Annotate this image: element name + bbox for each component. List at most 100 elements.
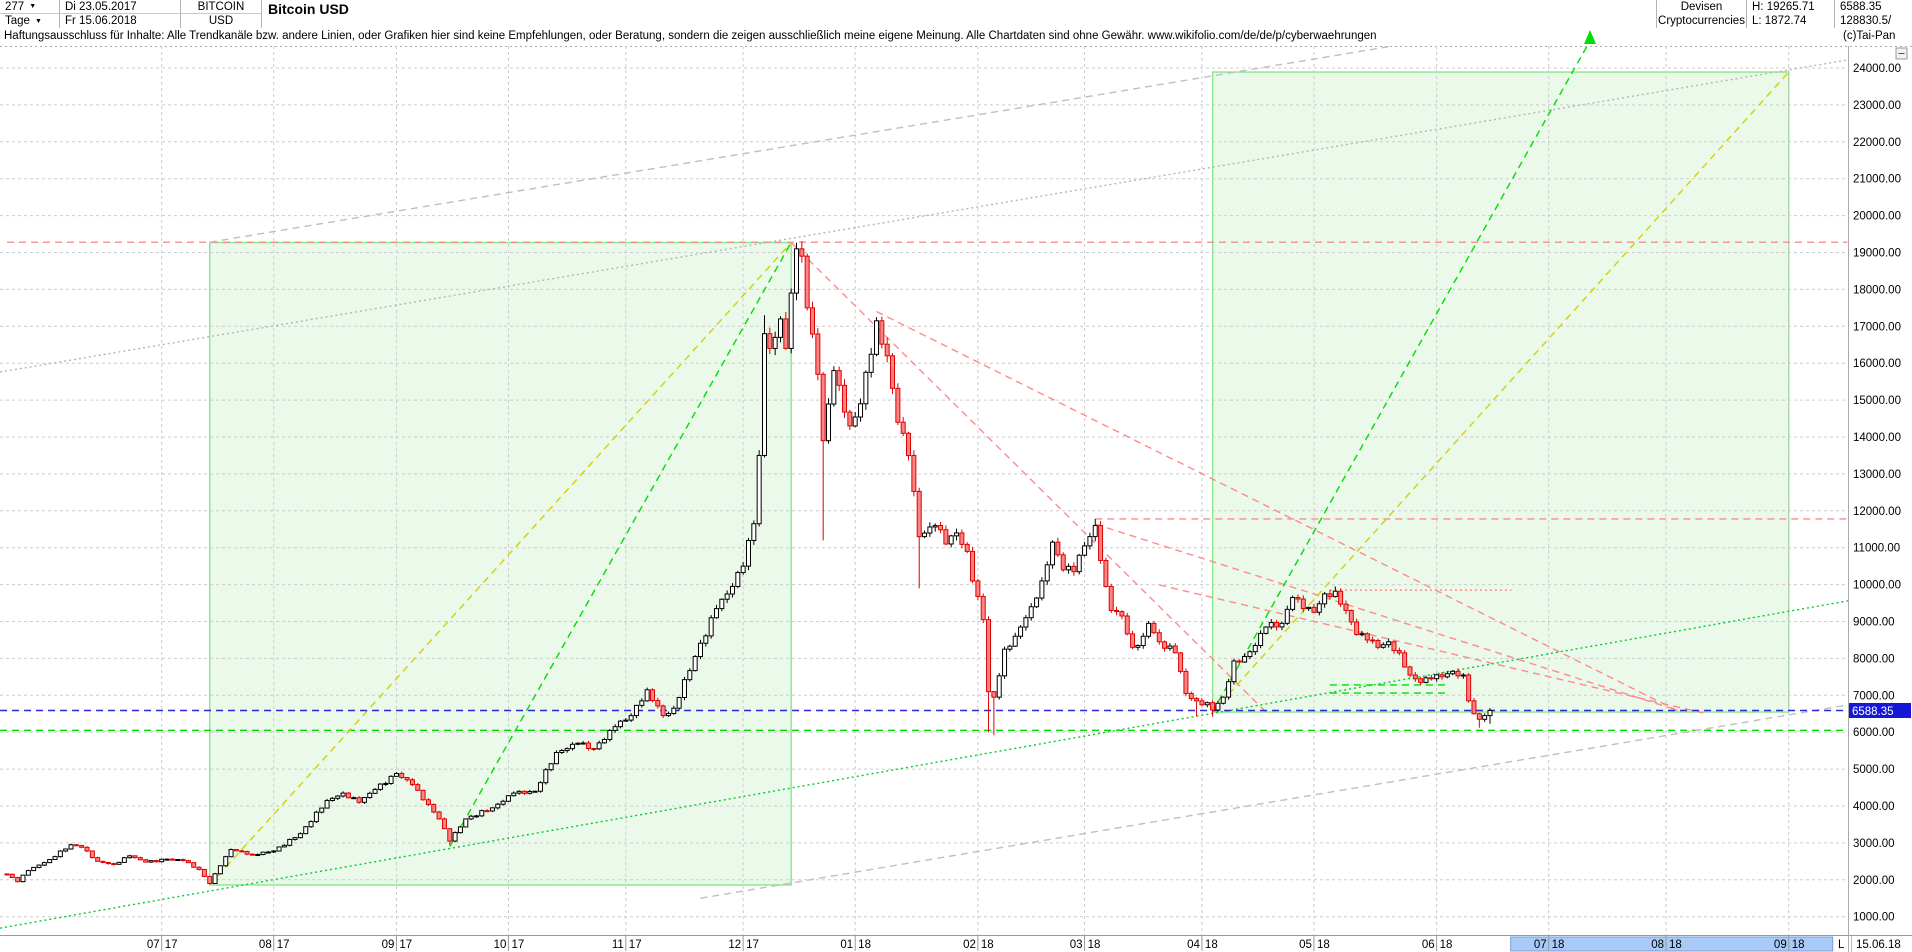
candle-up [671,705,677,715]
candle-up [1034,597,1040,609]
candle-down [1124,612,1130,636]
candle-down [105,862,111,865]
candle-body [735,572,741,587]
candle-up [127,854,133,859]
last-price-value: 6588.35 [1840,1,1882,13]
price-axis-label: 14000.00 [1853,432,1901,444]
candle-up [329,797,335,802]
candle-down [1060,552,1066,572]
candle-up [831,366,837,407]
candle-down [895,383,901,425]
candle-body [25,870,31,876]
candle-up [1263,626,1269,635]
green-arrow-icon [1584,30,1596,44]
candle-up [794,242,800,301]
candle-down [1428,674,1434,681]
price-axis-label: 5000.00 [1853,764,1895,776]
candle-up [612,724,618,733]
candle-up [255,853,261,857]
candle-body [676,696,682,709]
candle-up [1044,561,1050,585]
candle-up [1076,553,1082,575]
candle-body [1114,609,1120,613]
candle-up [505,795,511,803]
bars-count-dropdown[interactable]: 277 ▼ [0,0,60,14]
month-year-label: 18 [1317,939,1330,951]
candle-body [954,532,960,537]
candle-body [260,851,266,856]
candle-body [505,795,511,802]
candle-up [1434,673,1440,682]
candle-body [164,858,170,861]
candle-up [303,826,309,835]
chart-canvas[interactable]: 1000.00 2000.00 3000.00 4000.00 5000.00 6000.… [0,28,1912,952]
month-label: 09 [382,939,395,951]
period-dropdown[interactable]: Tage ▼ [0,14,60,28]
candle-body [633,704,639,717]
candle-body [794,248,800,294]
last-bar-marker: L [1838,939,1845,951]
candle-up [265,851,271,854]
candle-body [393,773,399,777]
candle-body [1252,644,1258,653]
candle-down [1114,606,1120,616]
candle-up [1332,586,1338,598]
candle-body [1354,621,1360,635]
candle-body [9,873,15,879]
candle-down [1055,537,1061,558]
candle-down [1236,659,1242,665]
candle-body [900,421,906,434]
price-axis-label: 1000.00 [1853,912,1895,924]
candle-body [489,807,495,812]
bars-count-value: 277 [5,0,25,13]
candle-up [703,633,709,647]
candle-up [1050,540,1056,569]
candle-body [687,670,693,681]
candle-down [420,789,426,801]
candle-body [740,565,746,574]
candle-down [79,844,85,849]
candle-up [852,412,858,428]
candle-down [879,316,885,349]
candle-down [9,873,15,879]
candle-body [842,384,848,413]
candle-up [116,861,122,865]
date-to-field[interactable]: Fr 15.06.2018 [60,14,181,28]
candle-up [778,316,784,343]
candle-up [361,797,367,804]
candle-down [521,790,527,796]
candle-up [340,791,346,798]
date-from-field[interactable]: Di 23.05.2017 [60,0,181,14]
candle-body [1103,559,1109,587]
candle-up [47,859,53,864]
candle-body [233,849,239,852]
candle-body [991,691,997,698]
page-title: Bitcoin USD [268,1,349,17]
candle-down [1407,665,1413,678]
candle-body [511,792,517,797]
symbol-value: BITCOIN [197,0,245,13]
chevron-down-icon: ▼ [29,3,37,10]
candle-up [36,864,42,869]
candle-down [916,487,922,589]
candle-up [63,848,69,853]
candle-up [383,781,389,786]
candle-up [932,523,938,532]
collapse-axis-button[interactable] [1895,47,1908,60]
candle-body [826,403,832,442]
candle-up [228,848,234,858]
candle-down [975,578,981,601]
candle-up [948,534,954,548]
plot-area[interactable] [0,38,1850,935]
candle-body [127,855,133,859]
candle-body [271,850,277,853]
price-axis-label: 11000.00 [1853,543,1900,555]
candle-body [276,846,282,852]
candle-body [970,550,976,582]
candle-body [297,833,303,839]
candle-up [639,698,645,708]
candle-up [351,796,357,800]
candle-down [132,855,138,859]
candle-body [1162,641,1168,649]
candle-body [986,619,992,693]
